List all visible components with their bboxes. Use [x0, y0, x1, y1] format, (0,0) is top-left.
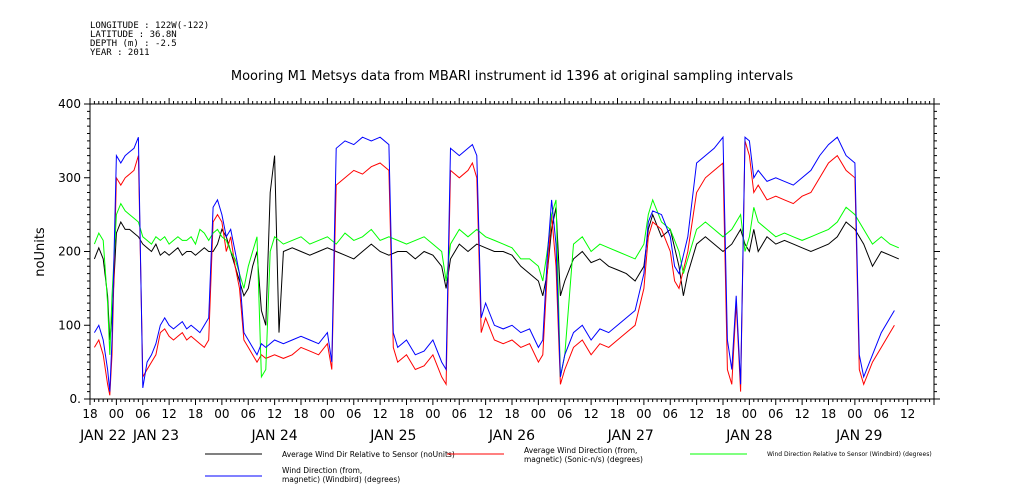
x-hour-label: 12 [900, 407, 915, 421]
y-tick-label: 300 [58, 171, 81, 185]
x-hour-label: 12 [267, 407, 282, 421]
x-hour-label: 12 [583, 407, 598, 421]
year-label: YEAR : 2011 [90, 48, 150, 58]
x-hour-label: 18 [504, 407, 519, 421]
x-hour-label: 06 [241, 407, 256, 421]
series-line-3 [93, 135, 895, 392]
depth-label: DEPTH (m) : -2.5 [90, 39, 177, 49]
x-hour-label: 18 [188, 407, 203, 421]
x-hour-label: 00 [847, 407, 862, 421]
series-line-1 [93, 140, 895, 396]
y-tick-label: 0. [70, 392, 81, 406]
x-day-label: JAN 22 [79, 428, 126, 444]
x-hour-label: 00 [531, 407, 546, 421]
x-hour-label: 18 [293, 407, 308, 421]
x-hour-label: 18 [399, 407, 414, 421]
x-day-label: JAN 29 [835, 428, 882, 444]
dataset-metadata: LONGITUDE : 122W(-122) LATITUDE : 36.8N … [90, 22, 209, 58]
x-hour-label: 00 [425, 407, 440, 421]
x-day-label: JAN 25 [369, 428, 416, 444]
longitude-label: LONGITUDE : 122W(-122) [90, 21, 210, 31]
x-day-label: JAN 27 [607, 428, 654, 444]
x-hour-label: 00 [109, 407, 124, 421]
x-hour-label: 12 [478, 407, 493, 421]
legend-label-1-line-1: Average Wind Direction (from, [524, 446, 637, 455]
x-hour-label: 06 [557, 407, 572, 421]
legend-label-1-line-2: magnetic) (Sonic-n/s) (degrees) [524, 455, 643, 464]
y-tick-label: 400 [58, 97, 81, 111]
latitude-label: LATITUDE : 36.8N [90, 30, 177, 40]
y-tick-label: 200 [58, 245, 81, 259]
x-hour-label: 00 [742, 407, 757, 421]
x-hour-label: 18 [821, 407, 836, 421]
legend-label-2: Wind Direction Relative to Sensor (Windb… [767, 451, 932, 458]
x-hour-label: 00 [214, 407, 229, 421]
series-line-2 [93, 198, 899, 379]
x-day-label: JAN 28 [725, 428, 772, 444]
x-hour-label: 12 [372, 407, 387, 421]
plot-frame [89, 103, 935, 400]
legend-label-3-line-1: Wind Direction (from, [282, 466, 362, 475]
x-hour-label: 12 [161, 407, 176, 421]
legend-label-0: Average Wind Dir Relative to Sensor (noU… [282, 450, 455, 459]
x-day-label: JAN 26 [488, 428, 535, 444]
y-axis-label: noUnits [33, 227, 48, 277]
series-layer [93, 135, 899, 396]
x-hour-label: 06 [768, 407, 783, 421]
x-axis: 18 00 06 12 18 00 06 12 18 00 06 12 18 00 06 12 18 00 06 12… [79, 98, 935, 444]
legend: Average Wind Dir Relative to Sensor (noU… [205, 446, 932, 484]
x-hour-label: 12 [794, 407, 809, 421]
series-line-0 [93, 155, 899, 341]
x-hour-label: 00 [636, 407, 651, 421]
x-hour-label: 00 [320, 407, 335, 421]
x-hour-label: 06 [874, 407, 889, 421]
legend-label-3: Wind Direction (from, magnetic) (Windbir… [282, 466, 400, 484]
y-axis: 0. 100 200 300 400 [58, 97, 940, 406]
x-hour-label: 18 [715, 407, 730, 421]
x-hour-label: 18 [82, 407, 97, 421]
x-hour-label: 12 [689, 407, 704, 421]
x-hour-label: 06 [135, 407, 150, 421]
x-hour-label: 06 [452, 407, 467, 421]
x-day-label: JAN 23 [132, 428, 179, 444]
x-day-label: JAN 24 [251, 428, 298, 444]
chart-title: Mooring M1 Metsys data from MBARI instru… [231, 69, 793, 84]
x-hour-label: 18 [610, 407, 625, 421]
y-tick-label: 100 [58, 318, 81, 332]
x-hour-label: 06 [663, 407, 678, 421]
legend-label-3-line-2: magnetic) (Windbird) (degrees) [282, 475, 400, 484]
x-hour-label: 06 [346, 407, 361, 421]
legend-label-1: Average Wind Direction (from, magnetic) … [524, 446, 643, 464]
